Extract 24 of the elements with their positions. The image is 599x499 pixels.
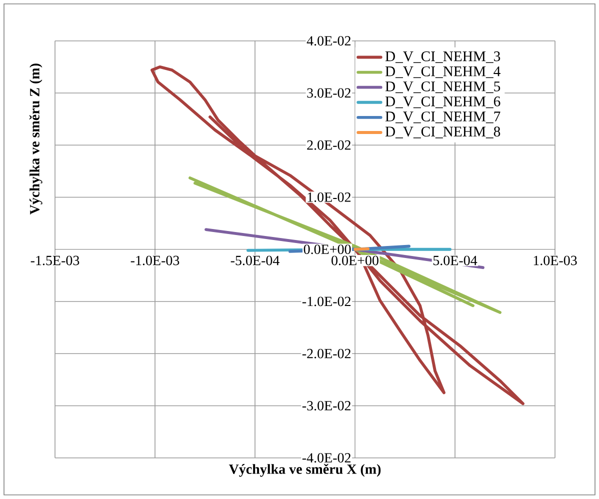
y-tick-label: -1.0E-02 [302, 296, 351, 306]
y-tick-label: 1.0E-02 [308, 192, 351, 202]
y-axis-title: Výchylka ve směru Z (m) [29, 64, 42, 215]
x-tick-label: -1.0E-03 [130, 256, 180, 266]
legend-label: D_V_CI_NEHM_4 [385, 66, 500, 78]
x-tick-label: -5.0E-04 [230, 256, 280, 266]
x-tick-label: 0.0E+00 [332, 256, 378, 266]
legend-label: D_V_CI_NEHM_8 [385, 126, 500, 138]
legend-label: D_V_CI_NEHM_3 [385, 51, 500, 64]
y-tick-label: -3.0E-02 [302, 401, 351, 411]
legend-label: D_V_CI_NEHM_6 [385, 96, 500, 108]
line-series [188, 176, 502, 314]
x-tick-label: 5.0E-04 [433, 256, 478, 266]
y-tick-label: 2.0E-02 [307, 140, 351, 150]
y-tick-label: 3.0E-02 [307, 88, 351, 98]
y-tick-label: -4.0E-02 [302, 453, 351, 463]
y-tick-label: -2.0E-02 [302, 348, 351, 358]
legend-label: D_V_CI_NEHM_5 [385, 82, 500, 94]
x-axis-title: Výchylka ve směru X (m) [228, 464, 381, 477]
legend-label: D_V_CI_NEHM_7 [385, 112, 500, 124]
x-tick-label: -1.5E-03 [30, 256, 80, 266]
x-tick-label: 1.0E-03 [534, 256, 577, 266]
y-tick-label: 0.0E+00 [304, 244, 351, 254]
y-tick-label: 4.0E-02 [306, 36, 351, 46]
